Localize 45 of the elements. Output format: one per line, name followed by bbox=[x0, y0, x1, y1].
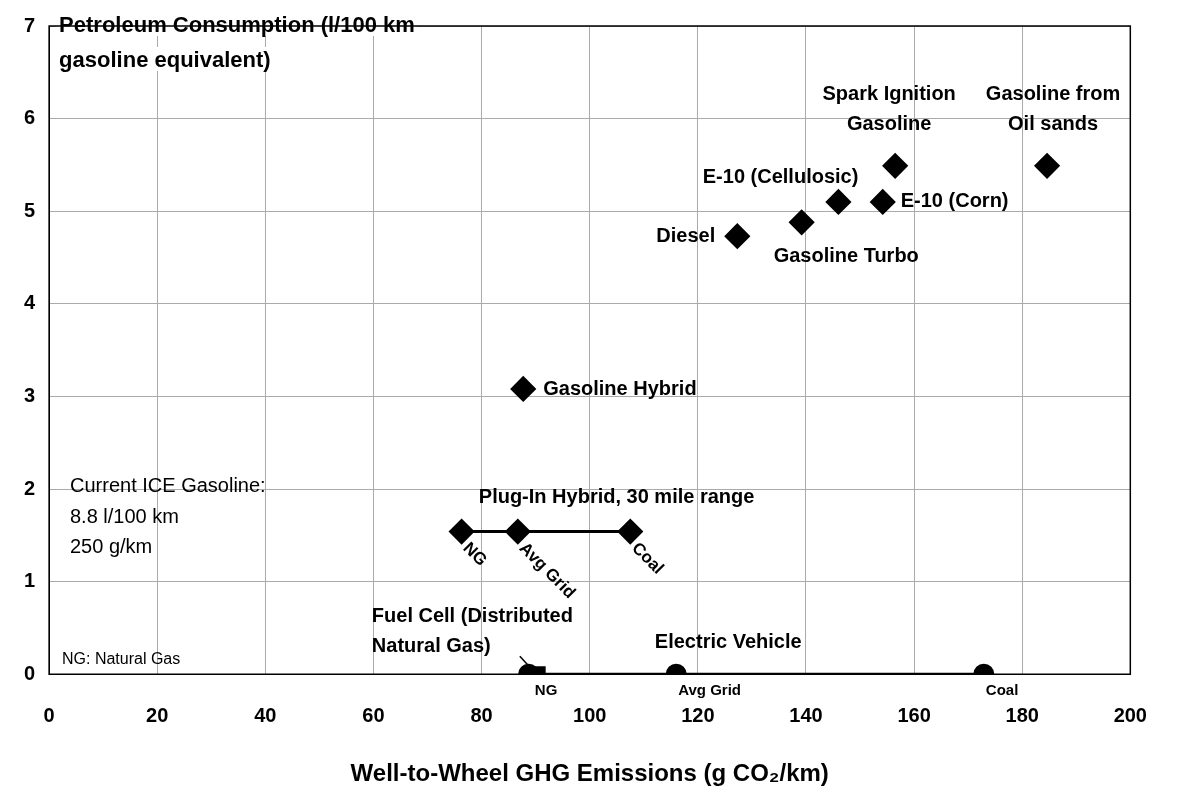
point bbox=[870, 189, 896, 215]
annotation: NG bbox=[534, 681, 558, 699]
x-tick-label: 120 bbox=[681, 703, 715, 726]
y-tick-label: 6 bbox=[24, 106, 36, 129]
annotation: Coal bbox=[985, 681, 1019, 699]
series-label: Fuel Cell (Distributed Natural Gas) bbox=[371, 603, 573, 656]
series-label: Diesel bbox=[656, 223, 716, 246]
x-tick-label: 40 bbox=[254, 703, 277, 726]
series-label: Plug-In Hybrid, 30 mile range bbox=[478, 485, 755, 508]
y-tick-label: 2 bbox=[24, 476, 36, 499]
x-axis-title: Well-to-Wheel GHG Emissions (g CO₂/km) bbox=[350, 759, 829, 787]
y-tick-label: 3 bbox=[24, 383, 36, 406]
point bbox=[510, 376, 536, 402]
point bbox=[724, 223, 750, 249]
annotation: 250 g/km bbox=[70, 534, 153, 557]
y-tick-label: 1 bbox=[24, 569, 36, 592]
series-label: Gasoline Turbo bbox=[773, 243, 919, 266]
x-tick-label: 100 bbox=[573, 703, 607, 726]
y-tick-label: 0 bbox=[24, 661, 36, 684]
x-tick-label: 80 bbox=[470, 703, 493, 726]
y-tick-label: 5 bbox=[24, 198, 36, 221]
annotation: 8.8 l/100 km bbox=[70, 504, 179, 527]
x-tick-label: 60 bbox=[362, 703, 385, 726]
y-tick-label: 7 bbox=[24, 13, 36, 36]
point bbox=[825, 189, 851, 215]
series-label: Electric Vehicle bbox=[654, 629, 802, 652]
annotation: NG bbox=[459, 538, 491, 570]
x-tick-label: 180 bbox=[1005, 703, 1039, 726]
series-label: E-10 (Corn) bbox=[900, 189, 1009, 212]
text: Gasoline from Oil sands bbox=[985, 82, 1121, 135]
x-tick-label: 0 bbox=[43, 703, 55, 726]
annotation: Avg Grid bbox=[678, 681, 742, 699]
x-tick-label: 200 bbox=[1113, 703, 1147, 726]
series-label: E-10 (Cellulosic) bbox=[702, 165, 859, 188]
annotation: NG: Natural Gas bbox=[62, 650, 181, 668]
x-tick-label: 20 bbox=[146, 703, 169, 726]
point bbox=[882, 153, 908, 179]
text: Spark Ignition Gasoline bbox=[822, 82, 956, 135]
point bbox=[1034, 153, 1060, 179]
x-tick-label: 140 bbox=[789, 703, 823, 726]
series-label: Gasoline Hybrid bbox=[543, 376, 697, 399]
x-tick-label: 160 bbox=[897, 703, 931, 726]
annotation: Current ICE Gasoline: bbox=[70, 473, 266, 496]
y-tick-label: 4 bbox=[24, 291, 36, 314]
point bbox=[789, 209, 815, 235]
